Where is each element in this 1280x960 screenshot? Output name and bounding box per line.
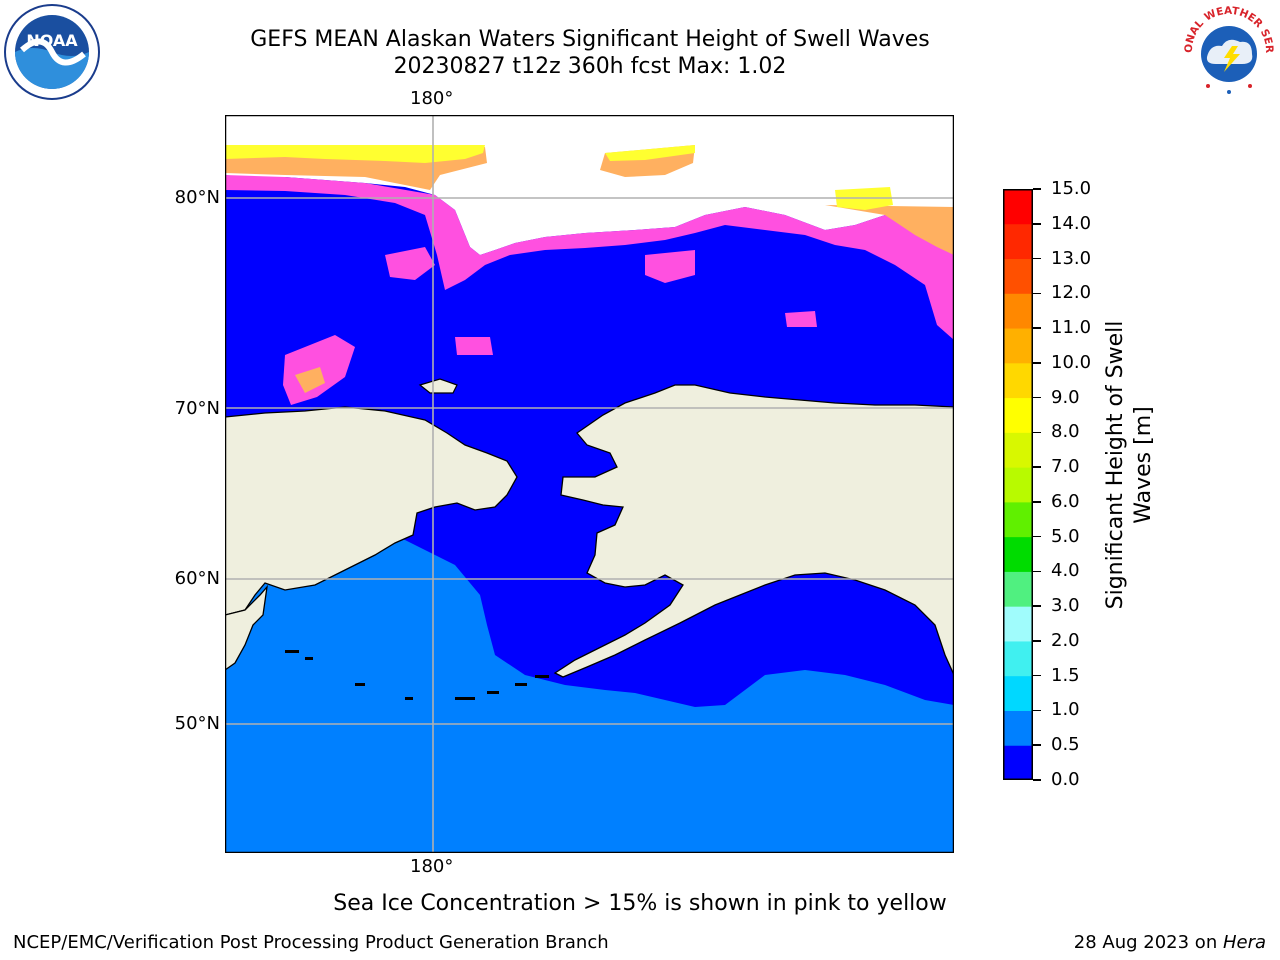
land-alaska <box>553 384 954 678</box>
colorbar-tick-label: 1.5 <box>1051 664 1080 686</box>
colorbar-frame <box>1003 189 1033 780</box>
colorbar-tick-mark <box>1033 535 1041 538</box>
colorbar-tick-mark <box>1033 501 1041 503</box>
footer-date-text: 28 Aug 2023 on <box>1073 932 1223 953</box>
aleutian-islands <box>285 650 549 700</box>
colorbar-segment <box>1003 397 1033 433</box>
colorbar-tick-label: 3.0 <box>1051 595 1080 617</box>
footer-date: 28 Aug 2023 on Hera <box>1074 932 1266 953</box>
colorbar-tick-label: 5.0 <box>1051 525 1080 547</box>
colorbar-tick-mark <box>1033 640 1041 642</box>
footer-credit: NCEP/EMC/Verification Post Processing Pr… <box>13 932 609 953</box>
colorbar-segment <box>1003 362 1033 399</box>
noaa-logo: NOAA <box>4 4 100 100</box>
colorbar-tick-mark <box>1033 570 1041 573</box>
colorbar-label-line1: Significant Height of Swell <box>1103 321 1128 610</box>
colorbar-tick-label: 1.0 <box>1051 699 1080 721</box>
map-panel <box>225 115 954 853</box>
colorbar-tick-mark <box>1033 223 1041 225</box>
colorbar-tick-label: 12.0 <box>1051 282 1092 304</box>
colorbar-tick-label: 14.0 <box>1051 212 1092 234</box>
colorbar-tick-label: 7.0 <box>1051 456 1080 478</box>
colorbar-tick-label: 2.0 <box>1051 629 1080 651</box>
colorbar-segment <box>1003 258 1033 294</box>
colorbar-tick-label: 9.0 <box>1051 386 1080 408</box>
colorbar-tick-mark <box>1033 188 1041 190</box>
colorbar-segment <box>1003 501 1033 538</box>
colorbar-tick-mark <box>1033 674 1041 677</box>
nws-logo: NATIONAL WEATHER SERVICE <box>1180 2 1275 97</box>
colorbar-segment <box>1003 189 1033 225</box>
lon-label-bottom: 180° <box>410 856 454 877</box>
noaa-logo-text: NOAA <box>26 31 78 50</box>
colorbar-tick-mark <box>1033 257 1041 260</box>
lat-label-60n: 60°N <box>174 568 220 589</box>
colorbar-tick-label: 11.0 <box>1051 317 1092 339</box>
colorbar-segment <box>1003 223 1033 260</box>
colorbar-tick-mark <box>1033 779 1041 781</box>
sea-ice-note: Sea Ice Concentration > 15% is shown in … <box>333 891 947 916</box>
colorbar-segment <box>1003 606 1033 642</box>
lat-label-80n: 80°N <box>174 187 220 208</box>
colorbar-tick-label: 10.0 <box>1051 351 1092 373</box>
colorbar-segment <box>1003 293 1033 329</box>
island-st-lawrence <box>418 378 458 394</box>
colorbar-tick-label: 0.0 <box>1051 769 1080 790</box>
colorbar-tick-mark <box>1033 466 1041 468</box>
colorbar-segment <box>1003 710 1033 746</box>
lat-label-70n: 70°N <box>174 398 220 419</box>
colorbar-tick-label: 15.0 <box>1051 178 1092 199</box>
colorbar-tick-mark <box>1033 605 1041 607</box>
colorbar-tick-label: 0.5 <box>1051 734 1080 756</box>
footer-host: Hera <box>1222 932 1266 953</box>
map-frame <box>225 115 954 853</box>
colorbar-segment <box>1003 745 1033 780</box>
lat-label-50n: 50°N <box>174 713 220 734</box>
colorbar-tick-mark <box>1033 431 1041 434</box>
colorbar-segment <box>1003 640 1033 677</box>
colorbar-segment <box>1003 432 1033 468</box>
land-kamchatka <box>225 584 268 671</box>
colorbar-tick-label: 6.0 <box>1051 490 1080 512</box>
colorbar-segment <box>1003 571 1033 607</box>
graticule <box>225 115 954 853</box>
colorbar-label: Significant Height of Swell Waves [m] <box>1103 321 1156 610</box>
lon-label-top: 180° <box>410 88 454 109</box>
colorbar-segment <box>1003 467 1033 503</box>
colorbar-tick-mark <box>1033 709 1041 712</box>
colorbar-tick-mark <box>1033 327 1041 329</box>
colorbar-tick-label: 13.0 <box>1051 247 1092 269</box>
colorbar <box>1003 189 1033 780</box>
colorbar-tick-label: 8.0 <box>1051 421 1080 443</box>
colorbar-segment <box>1003 675 1033 711</box>
sea-ice-band <box>225 145 954 441</box>
colorbar-tick-mark <box>1033 292 1041 295</box>
colorbar-tick-mark <box>1033 744 1041 746</box>
colorbar-tick-label: 4.0 <box>1051 560 1080 582</box>
chart-title: GEFS MEAN Alaskan Waters Significant Hei… <box>250 27 930 52</box>
colorbar-label-line2: Waves [m] <box>1131 406 1156 523</box>
land-chukotka <box>225 406 518 616</box>
colorbar-segment <box>1003 536 1033 572</box>
colorbar-tick-mark <box>1033 362 1041 364</box>
chart-subtitle: 20230827 t12z 360h fcst Max: 1.02 <box>393 54 787 79</box>
colorbar-segment <box>1003 328 1033 364</box>
colorbar-tick-mark <box>1033 396 1041 399</box>
